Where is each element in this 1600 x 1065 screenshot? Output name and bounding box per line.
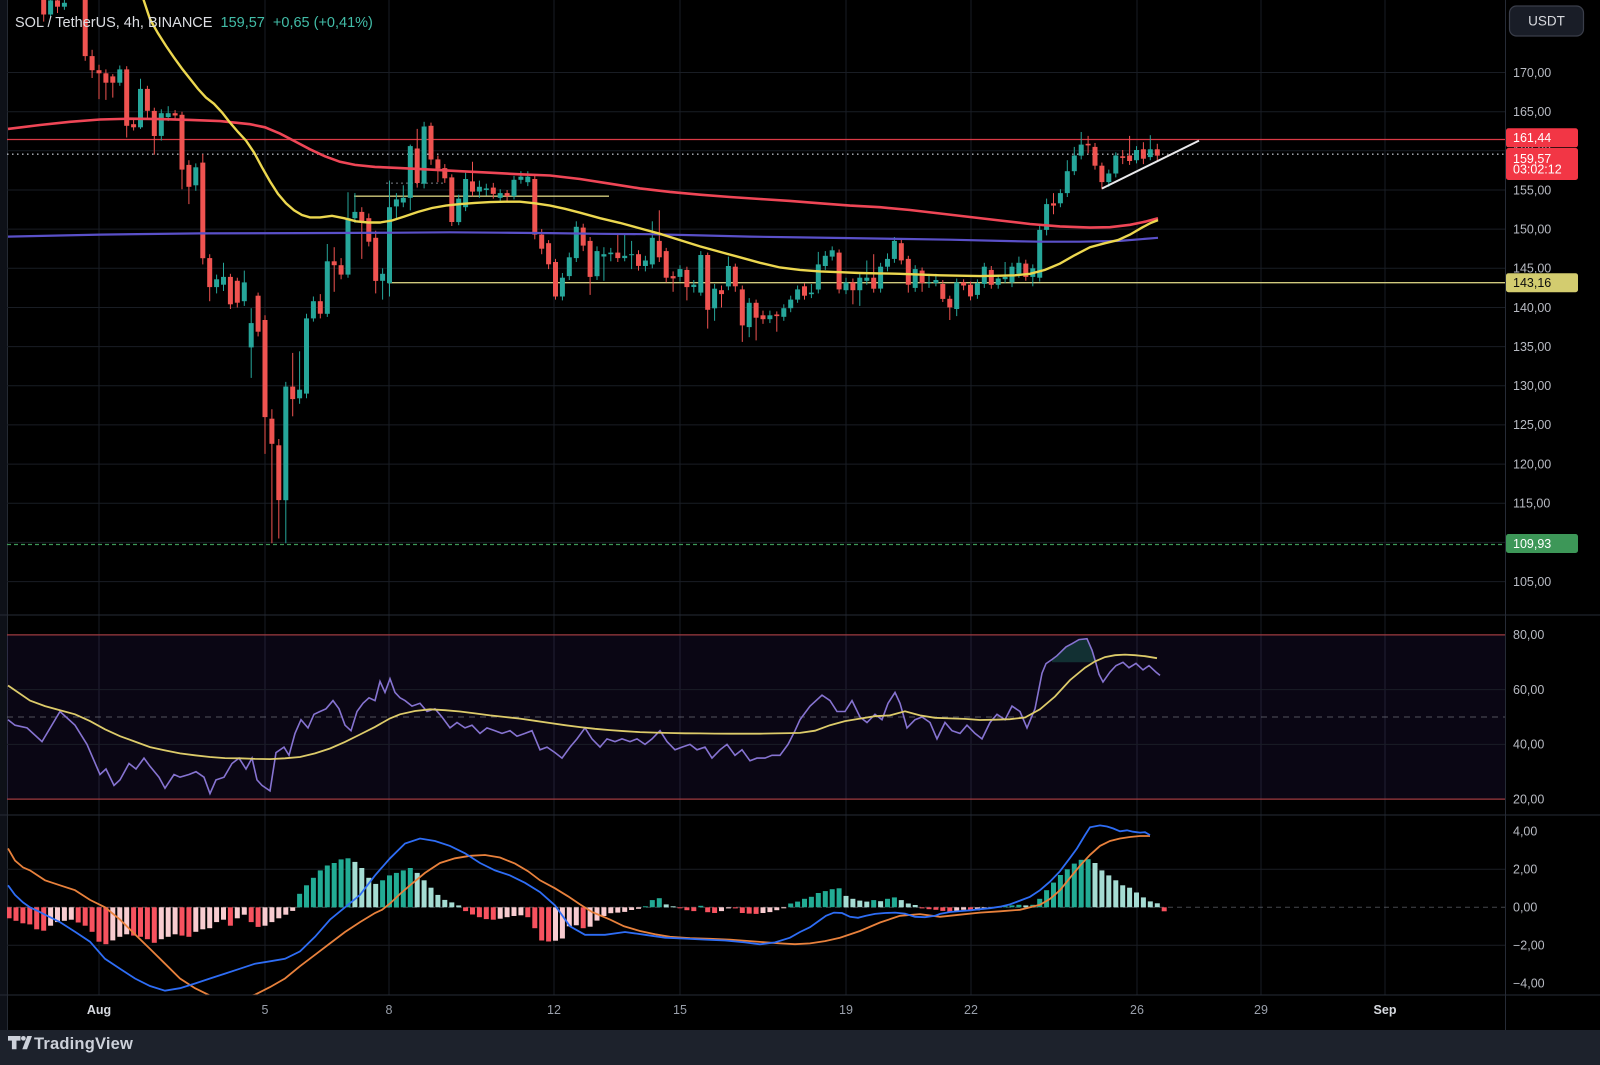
svg-text:155,00: 155,00 (1513, 183, 1551, 197)
svg-text:0,00: 0,00 (1513, 901, 1537, 915)
svg-text:130,00: 130,00 (1513, 379, 1551, 393)
svg-text:TradingView: TradingView (34, 1035, 133, 1053)
svg-text:20,00: 20,00 (1513, 792, 1544, 806)
svg-text:159,57: 159,57 (1513, 152, 1551, 166)
svg-text:−2,00: −2,00 (1513, 939, 1545, 953)
svg-text:165,00: 165,00 (1513, 105, 1551, 119)
svg-text:SOL / TetherUS, 4h, BINANCE 1: SOL / TetherUS, 4h, BINANCE 159,57 +0,65… (15, 15, 373, 31)
svg-text:−4,00: −4,00 (1513, 977, 1545, 991)
svg-text:4,00: 4,00 (1513, 825, 1537, 839)
svg-text:40,00: 40,00 (1513, 738, 1544, 752)
svg-text:15: 15 (673, 1003, 687, 1017)
svg-text:60,00: 60,00 (1513, 683, 1544, 697)
svg-text:115,00: 115,00 (1513, 497, 1550, 511)
svg-text:USDT: USDT (1528, 14, 1565, 29)
svg-text:125,00: 125,00 (1513, 418, 1551, 432)
svg-text:Sep: Sep (1374, 1003, 1397, 1017)
svg-text:19: 19 (839, 1003, 853, 1017)
svg-text:26: 26 (1130, 1003, 1144, 1017)
svg-text:109,93: 109,93 (1513, 537, 1551, 551)
svg-text:03:02:12: 03:02:12 (1513, 163, 1562, 177)
svg-text:150,00: 150,00 (1513, 222, 1551, 236)
svg-text:8: 8 (386, 1003, 393, 1017)
svg-text:29: 29 (1254, 1003, 1268, 1017)
svg-text:170,00: 170,00 (1513, 66, 1551, 80)
svg-text:120,00: 120,00 (1513, 457, 1551, 471)
svg-text:80,00: 80,00 (1513, 628, 1544, 642)
svg-text:5: 5 (262, 1003, 269, 1017)
svg-text:135,00: 135,00 (1513, 340, 1551, 354)
svg-text:22: 22 (964, 1003, 978, 1017)
svg-text:161,44: 161,44 (1513, 131, 1551, 145)
svg-text:143,16: 143,16 (1513, 276, 1551, 290)
svg-text:140,00: 140,00 (1513, 301, 1551, 315)
svg-text:12: 12 (547, 1003, 561, 1017)
svg-text:2,00: 2,00 (1513, 863, 1537, 877)
svg-text:145,00: 145,00 (1513, 262, 1551, 276)
svg-text:105,00: 105,00 (1513, 575, 1551, 589)
svg-text:Aug: Aug (87, 1003, 111, 1017)
